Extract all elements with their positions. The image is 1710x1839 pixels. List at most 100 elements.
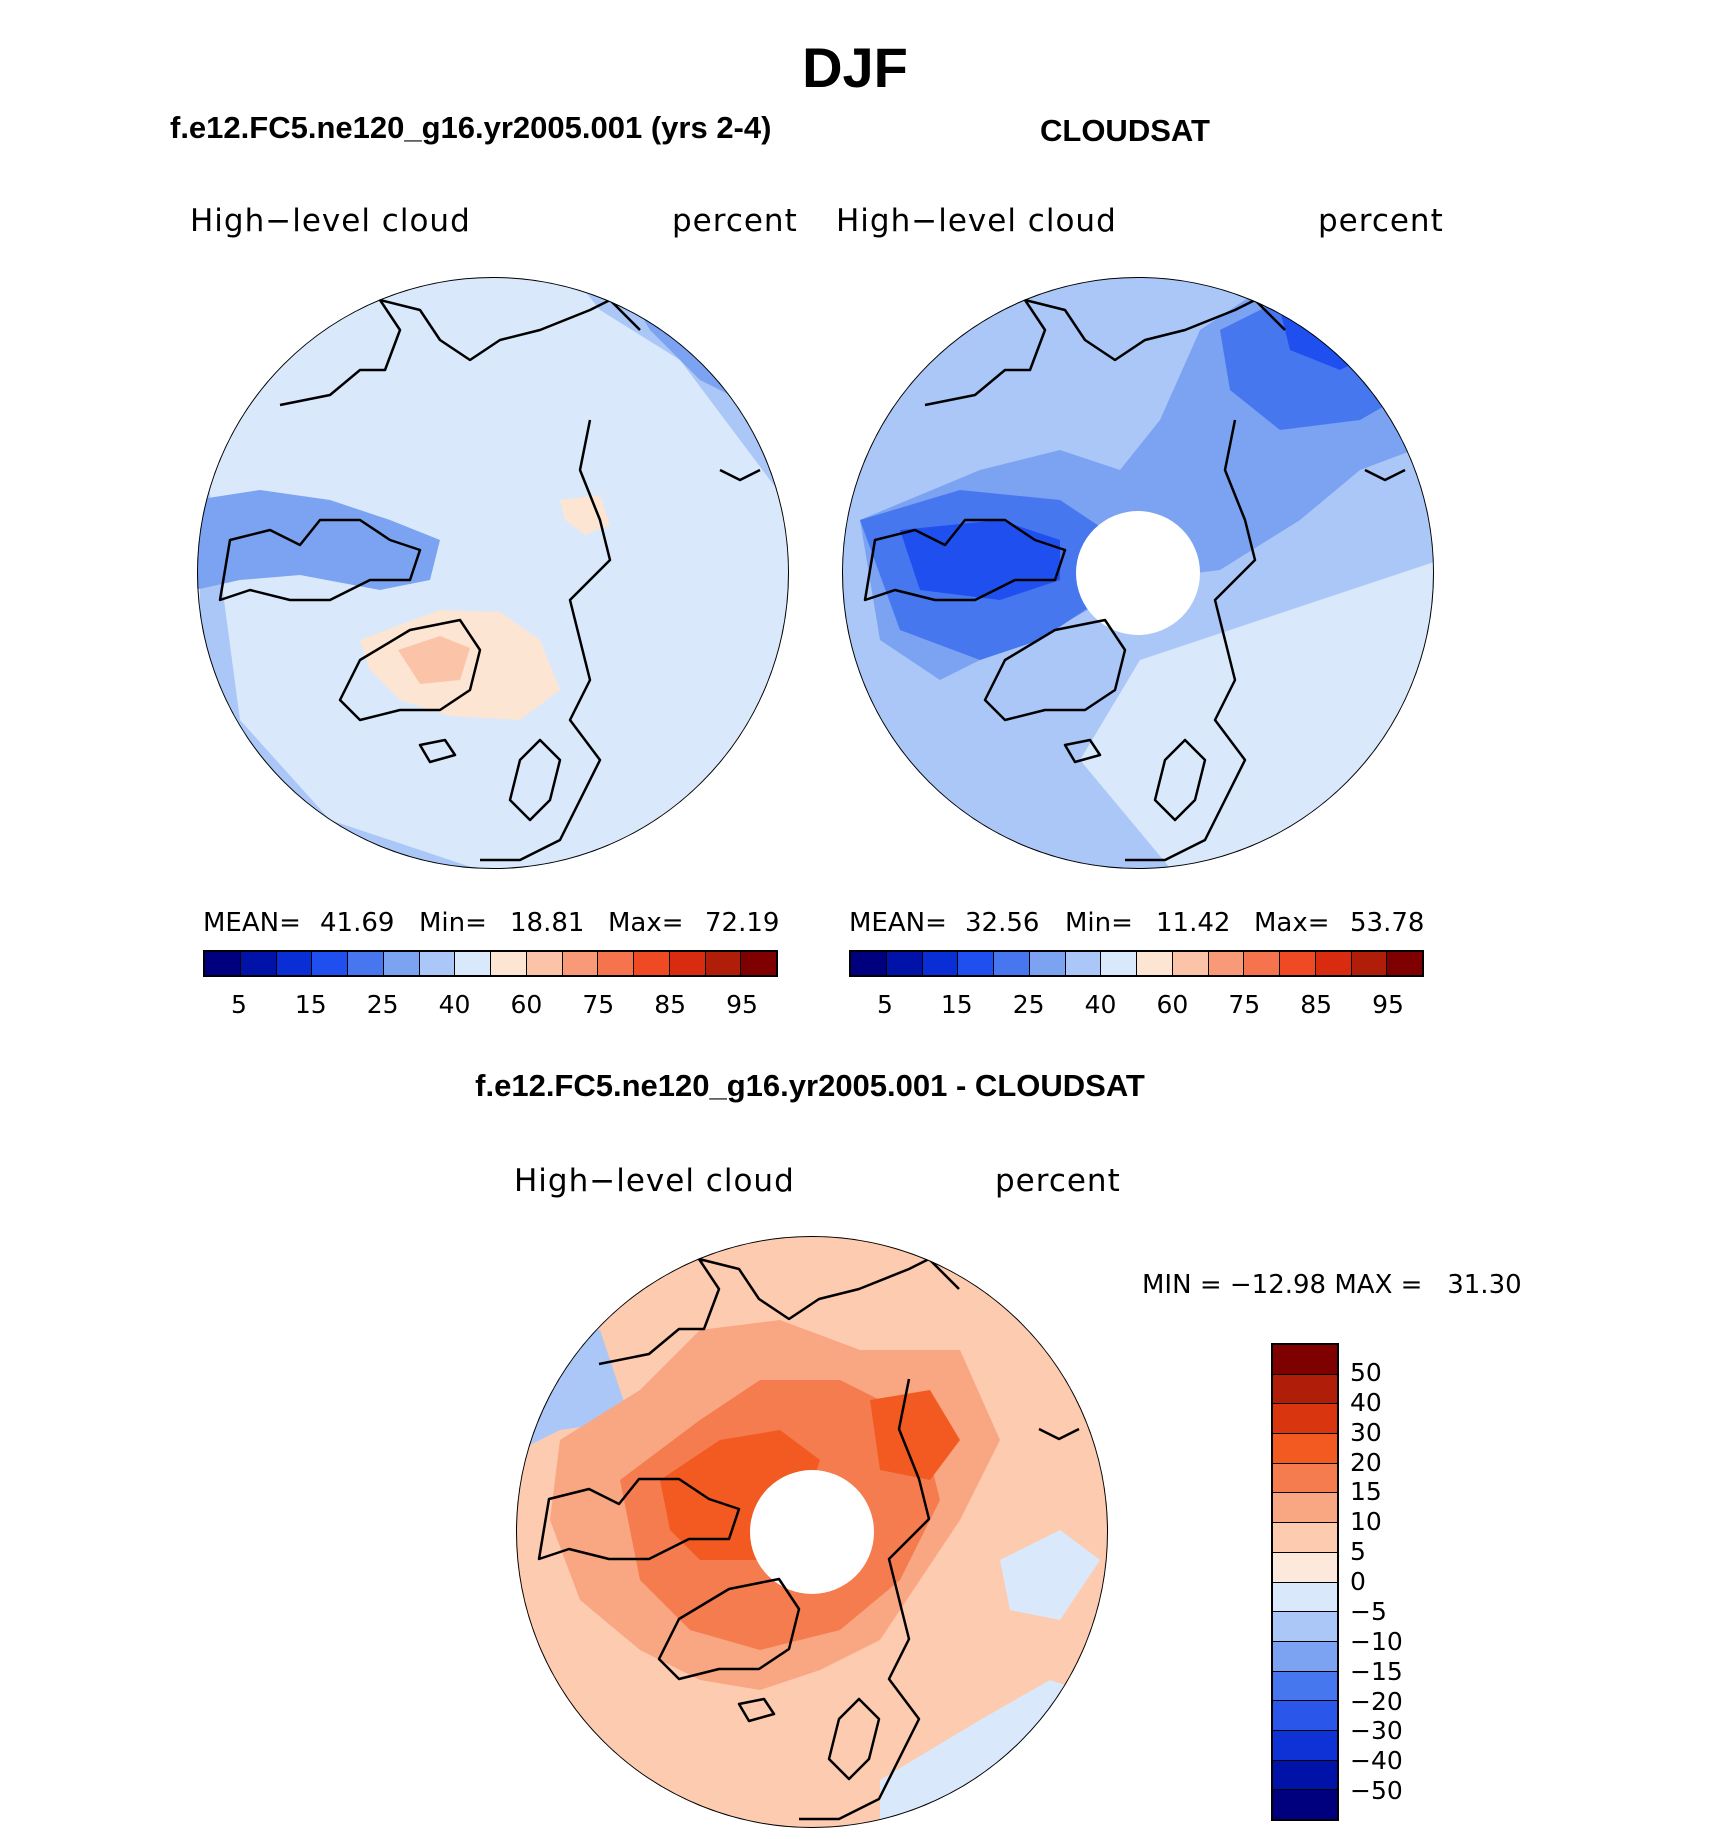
diff-colorbar-swatch [1273,1552,1337,1583]
diff-colorbar-tick-label: −15 [1350,1656,1403,1686]
model-variable-label: High−level cloud [190,203,471,239]
model-max-label: Max= [608,908,684,938]
obs-mean-value: 32.56 [965,908,1040,938]
obs-coast-greenland [983,618,1127,722]
obs-max-value: 53.78 [1350,908,1425,938]
model-colorbar-swatch [419,952,456,975]
obs-coastlines [863,298,1406,862]
diff-colorbar-tick-label: −10 [1350,1626,1403,1656]
model-map [197,277,789,869]
diff-colorbar-swatch [1273,1612,1337,1642]
obs-coast-alaska [924,298,1286,407]
diff-colorbar-tick-label: 5 [1350,1537,1366,1567]
obs-colorbar-swatch [1244,952,1280,975]
obs-colorbar-swatch [851,952,887,975]
obs-archipelago-core-field [900,520,1060,600]
obs-colorbar-tick-label: 25 [1012,990,1045,1019]
diff-coast-kamchatka [1038,1427,1080,1441]
model-min-label: Min= [419,908,487,938]
diff-coast-greenland [657,1577,801,1681]
model-colorbar-swatch [598,952,634,975]
obs-min-value: 11.42 [1156,908,1231,938]
diff-colorbar-tick-label: 10 [1350,1507,1382,1537]
model-colorbar-tick-label: 95 [726,990,758,1019]
obs-panel-title: CLOUDSAT [1040,113,1210,148]
diff-minmax: MIN = −12.98 MAX = 31.30 [1142,1270,1522,1300]
diff-colorbar-swatch [1273,1434,1337,1464]
obs-min-label: Min= [1065,908,1133,938]
model-coast-archipelago [218,518,422,602]
obs-colorbar-tick-label: 40 [1084,990,1117,1019]
obs-variable-label: High−level cloud [836,203,1117,239]
obs-coast-archipelago [863,518,1067,602]
diff-colorbar-swatch [1273,1701,1337,1731]
diff-coast-europe [799,1378,931,1821]
diff-core-siberia-field [870,1390,960,1480]
obs-colorbar-tick-label: 15 [940,990,973,1019]
model-mean-value: 41.69 [320,908,395,938]
diff-colorbar-swatch [1273,1582,1337,1613]
model-colorbar-swatch [669,952,706,975]
diff-coast-iceland [737,1697,776,1723]
model-colorbar-swatch [455,952,491,975]
diff-colorbar-tick-label: −40 [1350,1746,1403,1776]
diff-siberia-blue-field [1000,1530,1100,1620]
diff-map [516,1236,1108,1828]
model-background-field [197,277,789,869]
obs-colorbar-tick-label: 75 [1228,990,1261,1019]
model-colorbar-swatch [240,952,277,975]
diff-colorbar-swatch [1273,1760,1337,1791]
season-title: DJF [802,36,908,99]
model-coast-europe [480,419,612,862]
obs-colorbar-swatch [1208,952,1245,975]
diff-colorbar-swatch [1273,1523,1337,1553]
diff-colorbar-tick-label: 0 [1350,1567,1366,1596]
model-siberia-patch-field [560,495,610,535]
diff-colorbar-swatch [1273,1404,1337,1435]
model-colorbar-swatch [741,952,776,975]
model-coast-alaska [279,298,641,407]
diff-pole-hole [750,1470,874,1594]
obs-colorbar-swatch [958,952,994,975]
diff-colorbar-tick-label: −5 [1350,1596,1387,1626]
diff-colorbar-swatch [1273,1374,1337,1405]
diff-coast-alaska [598,1257,960,1366]
obs-colorbar-swatch [1315,952,1352,975]
model-colorbar-swatch [205,952,241,975]
model-colorbar-swatch [276,952,313,975]
model-colorbar-swatch [634,952,670,975]
obs-pole-hole [1076,511,1200,635]
model-colorbar-swatch [348,952,384,975]
model-colorbar [203,950,778,977]
diff-colorbar-tick-label: 40 [1350,1387,1382,1417]
obs-coast-europe [1125,419,1257,862]
obs-mean-label: MEAN= [849,908,947,938]
obs-colorbar-swatch [1280,952,1316,975]
diff-colorbar-swatch [1273,1790,1337,1819]
model-colorbar-swatch [383,952,420,975]
obs-colorbar-swatch [1172,952,1209,975]
diff-coast-archipelago [537,1477,741,1561]
diff-colorbar-tick-label: −20 [1350,1686,1403,1716]
diff-colorbar-tick-label: −30 [1350,1716,1403,1746]
diff-colorbar-tick-label: 30 [1350,1417,1382,1447]
diff-colorbar-tick-label: 50 [1350,1357,1382,1387]
diff-colorbar [1271,1343,1339,1821]
model-colorbar-swatch [312,952,348,975]
model-colorbar-swatch [526,952,563,975]
obs-colorbar-swatch [1065,952,1102,975]
model-units-label: percent [672,203,798,239]
model-colorbar-tick-label: 85 [654,990,687,1019]
model-coastlines [218,298,761,862]
model-colorbar-tick-label: 75 [582,990,615,1019]
obs-colorbar-swatch [1101,952,1137,975]
obs-colorbar-swatch [922,952,959,975]
model-coast-greenland [338,618,482,722]
model-colorbar-tick-label: 5 [230,990,247,1019]
obs-coast-kamchatka [1364,468,1406,482]
obs-colorbar-swatch [1029,952,1066,975]
diff-colorbar-tick-label: −50 [1350,1776,1403,1806]
model-colorbar-swatch [705,952,742,975]
obs-units-label: percent [1318,203,1444,239]
obs-map [842,277,1434,869]
